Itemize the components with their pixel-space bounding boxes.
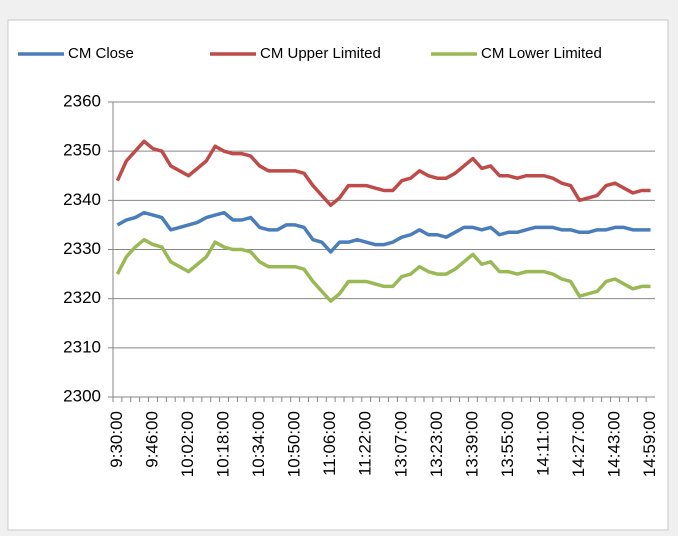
x-tick-label: 13:07:00: [391, 411, 410, 477]
x-tick-label: 14:43:00: [605, 411, 624, 477]
y-tick-label: 2340: [63, 190, 101, 209]
x-tick-label: 9:30:00: [107, 411, 126, 468]
series-line: [115, 139, 651, 207]
y-tick-label: 2300: [63, 386, 101, 405]
y-tick-label: 2360: [63, 91, 101, 110]
series-line: [116, 210, 651, 254]
x-tick-label: 11:22:00: [356, 411, 375, 476]
x-tick-label: 14:59:00: [640, 411, 659, 477]
y-tick-label: 2330: [63, 239, 101, 258]
x-tick-label: 13:39:00: [462, 411, 481, 477]
legend-label: CM Close: [68, 45, 134, 62]
legend-label: CM Lower Limited: [481, 45, 602, 62]
x-tick-label: 11:06:00: [320, 411, 339, 476]
x-tick-label: 13:55:00: [498, 411, 517, 477]
legend-label: CM Upper Limited: [260, 45, 381, 62]
y-tick-label: 2320: [63, 288, 101, 307]
series-line: [115, 237, 651, 303]
x-tick-label: 10:18:00: [214, 411, 233, 477]
y-tick-label: 2310: [63, 337, 101, 356]
x-tick-label: 10:50:00: [285, 411, 304, 477]
x-tick-label: 10:34:00: [249, 411, 268, 477]
y-tick-label: 2350: [63, 141, 101, 160]
x-tick-label: 13:23:00: [427, 411, 446, 477]
x-tick-label: 9:46:00: [142, 411, 161, 468]
x-tick-label: 14:27:00: [569, 411, 588, 477]
x-tick-label: 14:11:00: [533, 411, 552, 476]
x-tick-label: 10:02:00: [178, 411, 197, 477]
